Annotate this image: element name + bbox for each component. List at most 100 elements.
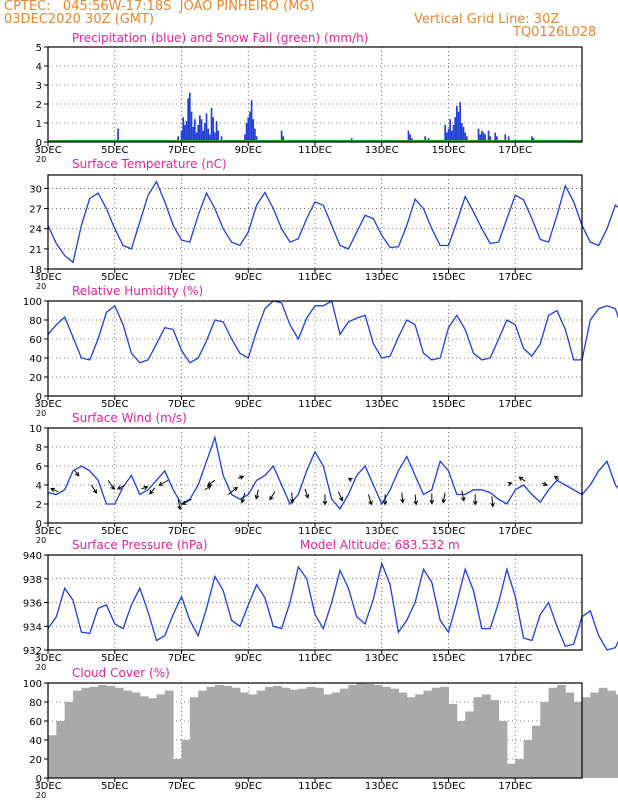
wind-arrow-head bbox=[322, 500, 328, 506]
wind-arrow-head bbox=[400, 498, 405, 504]
wind-arrow bbox=[90, 484, 97, 494]
wind-arrow-head bbox=[240, 498, 246, 504]
cloud-bar bbox=[173, 759, 182, 778]
wind-arrow-head bbox=[553, 475, 559, 481]
precip-bar bbox=[462, 126, 465, 142]
ytick-label: 30 bbox=[29, 184, 42, 195]
xtick-label: 9DEC bbox=[235, 526, 262, 537]
wind-arrow bbox=[401, 492, 404, 503]
wind-arrow-head bbox=[338, 496, 344, 502]
cloud-bar bbox=[156, 694, 166, 778]
xtick-label: 3DEC bbox=[34, 526, 61, 537]
precip-bar bbox=[452, 124, 455, 142]
xtick-label: 5DEC bbox=[101, 145, 128, 156]
ytick-label: 5 bbox=[36, 43, 42, 54]
ytick-label: 0 bbox=[36, 774, 42, 785]
xtick-label: 3DEC bbox=[34, 145, 61, 156]
cloud-bar bbox=[431, 687, 441, 778]
panel-title-wind: Surface Wind (m/s) bbox=[72, 411, 187, 425]
xtick-label: 17DEC bbox=[498, 526, 532, 537]
year-stub: 20 bbox=[36, 282, 46, 291]
xtick-label: 13DEC bbox=[365, 526, 399, 537]
wind-arrow-head bbox=[149, 489, 154, 495]
xtick-label: 7DEC bbox=[168, 781, 195, 792]
xtick-label: 15DEC bbox=[432, 781, 466, 792]
precip-bar bbox=[249, 111, 251, 142]
cloud-bar bbox=[365, 683, 374, 778]
precip-bar bbox=[454, 117, 457, 142]
cloud-bar bbox=[390, 688, 399, 778]
xtick-label: 13DEC bbox=[365, 781, 399, 792]
precip-bar bbox=[409, 134, 411, 142]
cloud-bar bbox=[98, 684, 107, 778]
ytick-label: 24 bbox=[29, 225, 42, 236]
precip-bar bbox=[217, 130, 220, 142]
cloud-bar bbox=[373, 684, 383, 778]
wind-arrow bbox=[182, 498, 192, 505]
precip-bar bbox=[244, 134, 246, 142]
precip-bar bbox=[507, 136, 510, 142]
precip-bar bbox=[195, 132, 198, 142]
xtick-label: 7DEC bbox=[168, 145, 195, 156]
xtick-label: 9DEC bbox=[235, 653, 262, 664]
ytick-label: 0 bbox=[36, 392, 42, 403]
precip-bar bbox=[252, 119, 255, 142]
wind-arrow-head bbox=[177, 505, 182, 511]
year-stub: 20 bbox=[36, 663, 46, 672]
precip-bar bbox=[459, 102, 462, 142]
ytick-label: 60 bbox=[29, 717, 42, 728]
wind-arrow-head bbox=[368, 500, 373, 506]
year-stub: 20 bbox=[36, 536, 46, 545]
ytick-label: 80 bbox=[29, 316, 42, 327]
year-stub: 20 bbox=[36, 155, 46, 164]
precip-bar bbox=[250, 100, 253, 142]
panel-temp bbox=[44, 174, 618, 273]
precip-bar bbox=[481, 130, 483, 142]
xtick-label: 5DEC bbox=[101, 653, 128, 664]
cloud-bar bbox=[89, 686, 99, 778]
xtick-label: 3DEC bbox=[34, 653, 61, 664]
wind-arrow-head bbox=[382, 500, 388, 506]
cloud-bar bbox=[239, 692, 249, 778]
temp-series-line bbox=[47, 180, 618, 264]
xtick-label: 11DEC bbox=[298, 653, 332, 664]
precip-bar bbox=[194, 119, 196, 142]
cloud-bar bbox=[56, 721, 66, 778]
cloud-bar bbox=[289, 689, 299, 778]
xtick-label: 11DEC bbox=[298, 272, 332, 283]
cloud-bar bbox=[73, 690, 82, 778]
cloud-bar bbox=[223, 685, 233, 778]
wind-arrow bbox=[204, 485, 212, 491]
xtick-label: 3DEC bbox=[34, 781, 61, 792]
cloud-bar bbox=[181, 740, 191, 778]
precip-bar bbox=[204, 123, 206, 142]
xtick-label: 17DEC bbox=[498, 781, 532, 792]
panel-title-rh: Relative Humidity (%) bbox=[72, 284, 203, 298]
ytick-label: 2 bbox=[36, 500, 42, 511]
ytick-label: 20 bbox=[29, 373, 42, 384]
wind-arrow-head bbox=[429, 499, 435, 505]
ytick-label: 8 bbox=[36, 443, 42, 454]
wind-arrow bbox=[207, 479, 216, 486]
precip-bar bbox=[531, 136, 533, 142]
cloud-bar bbox=[206, 686, 216, 778]
xtick-label: 5DEC bbox=[101, 272, 128, 283]
cloud-bar bbox=[506, 763, 516, 778]
xtick-label: 3DEC bbox=[34, 399, 61, 410]
ytick-label: 20 bbox=[29, 755, 42, 766]
cloud-bar bbox=[565, 692, 575, 778]
precip-bar bbox=[197, 124, 200, 142]
ytick-label: 936 bbox=[23, 599, 42, 610]
wind-arrow-head bbox=[304, 493, 310, 499]
ytick-label: 3 bbox=[36, 81, 42, 92]
xtick-label: 7DEC bbox=[168, 526, 195, 537]
panel-frame bbox=[47, 174, 583, 270]
precip-bar bbox=[504, 134, 507, 142]
xtick-label: 15DEC bbox=[432, 653, 466, 664]
ytick-label: 0 bbox=[36, 138, 42, 149]
cloud-bar bbox=[423, 690, 433, 778]
wind-arrow-head bbox=[269, 495, 274, 501]
cloud-bar bbox=[531, 725, 541, 778]
precip-bar bbox=[456, 105, 458, 142]
header-station: CPTEC: 045:56W-17:18S JOAO PINHEIRO (MG) bbox=[4, 0, 315, 14]
